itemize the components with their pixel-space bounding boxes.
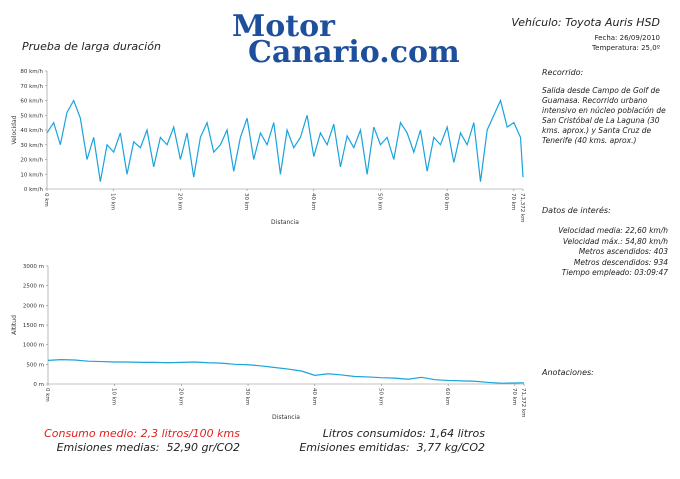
y-tick-label: 1000 m bbox=[23, 343, 44, 349]
y-tick-label: 10 km/h bbox=[20, 172, 43, 178]
y-tick-label: 2500 m bbox=[23, 284, 44, 290]
stats: Velocidad media: 22,60 km/h Velocidad má… bbox=[558, 226, 668, 279]
x-tick-label: 20 km bbox=[177, 388, 183, 405]
y-tick-label: 70 km/h bbox=[20, 84, 43, 90]
x-tick-label: 50 km bbox=[377, 388, 383, 405]
y-tick-label: 500 m bbox=[26, 362, 44, 368]
temperature: Temperatura: 25,0º bbox=[592, 44, 660, 52]
y-tick-label: 50 km/h bbox=[20, 113, 43, 119]
y-axis-title: Velocidad bbox=[11, 115, 18, 144]
x-tick-label: 30 km bbox=[244, 388, 250, 405]
y-tick-label: 30 km/h bbox=[20, 143, 43, 149]
x-tick-label: 20 km bbox=[176, 193, 182, 210]
route-text: Salida desde Campo de Golf de Guamasa. R… bbox=[542, 86, 666, 145]
stat: Metros descendidos: 934 bbox=[573, 257, 668, 267]
x-tick-label: 71,372 km bbox=[520, 388, 526, 418]
logo-bottom: Canario.com bbox=[248, 35, 460, 70]
stat: Velocidad máx.: 54,80 km/h bbox=[562, 236, 668, 246]
vehicle: Vehículo: Toyota Auris HSD bbox=[511, 16, 660, 29]
stats-title: Datos de interés: bbox=[542, 206, 611, 215]
route-title: Recorrido: bbox=[542, 68, 584, 77]
y-tick-label: 20 km/h bbox=[20, 158, 43, 164]
x-tick-label: 40 km bbox=[311, 388, 317, 405]
y-tick-label: 1500 m bbox=[23, 323, 44, 329]
x-tick-label: 40 km bbox=[310, 193, 316, 210]
x-tick-label: 50 km bbox=[376, 193, 382, 210]
y-tick-label: 0 m bbox=[33, 382, 44, 388]
logo-top: Motor bbox=[232, 9, 335, 44]
stat: Metros ascendidos: 403 bbox=[578, 247, 668, 256]
x-tick-label: 70 km bbox=[510, 193, 516, 210]
subtitle: Prueba de larga duración bbox=[22, 40, 161, 53]
emissions: Emisiones emitidas: 3,77 kg/CO2 bbox=[299, 441, 485, 454]
x-tick-label: 60 km bbox=[443, 193, 449, 210]
date: Fecha: 26/09/2010 bbox=[594, 34, 660, 42]
y-tick-label: 2000 m bbox=[23, 303, 44, 309]
y-tick-label: 80 km/h bbox=[20, 69, 43, 75]
x-tick-label: 10 km bbox=[110, 193, 116, 210]
notes-title: Anotaciones: bbox=[542, 368, 594, 377]
data-line bbox=[46, 98, 524, 182]
x-axis-title: Distancia bbox=[272, 414, 300, 421]
x-tick-label: 70 km bbox=[511, 388, 517, 405]
x-tick-label: 60 km bbox=[444, 388, 450, 405]
x-tick-label: 0 km bbox=[44, 388, 50, 402]
x-tick-label: 71,372 km bbox=[519, 193, 525, 223]
x-tick-label: 30 km bbox=[243, 193, 249, 210]
consumption: Consumo medio: 2,3 litros/100 kms bbox=[44, 427, 240, 440]
y-tick-label: 60 km/h bbox=[20, 99, 43, 105]
x-axis-title: Distancia bbox=[271, 219, 299, 226]
y-axis-title: Altitud bbox=[11, 315, 18, 335]
logo: Motor Canario.com bbox=[232, 9, 460, 70]
y-tick-label: 0 km/h bbox=[24, 187, 44, 193]
stat: Velocidad media: 22,60 km/h bbox=[558, 226, 668, 235]
x-tick-label: 0 km bbox=[43, 193, 49, 207]
y-tick-label: 40 km/h bbox=[20, 128, 43, 134]
summary-right: Litros consumidos: 1,64 litros Emisiones… bbox=[299, 427, 485, 455]
y-tick-label: 3000 m bbox=[23, 264, 44, 270]
summary-left: Consumo medio: 2,3 litros/100 kms Emisio… bbox=[44, 427, 240, 455]
liters: Litros consumidos: 1,64 litros bbox=[322, 427, 485, 440]
stat: Tiempo empleado: 03:09:47 bbox=[561, 268, 668, 277]
avg-emissions: Emisiones medias: 52,90 gr/CO2 bbox=[56, 441, 240, 454]
data-line bbox=[47, 359, 525, 384]
x-tick-label: 10 km bbox=[111, 388, 117, 405]
